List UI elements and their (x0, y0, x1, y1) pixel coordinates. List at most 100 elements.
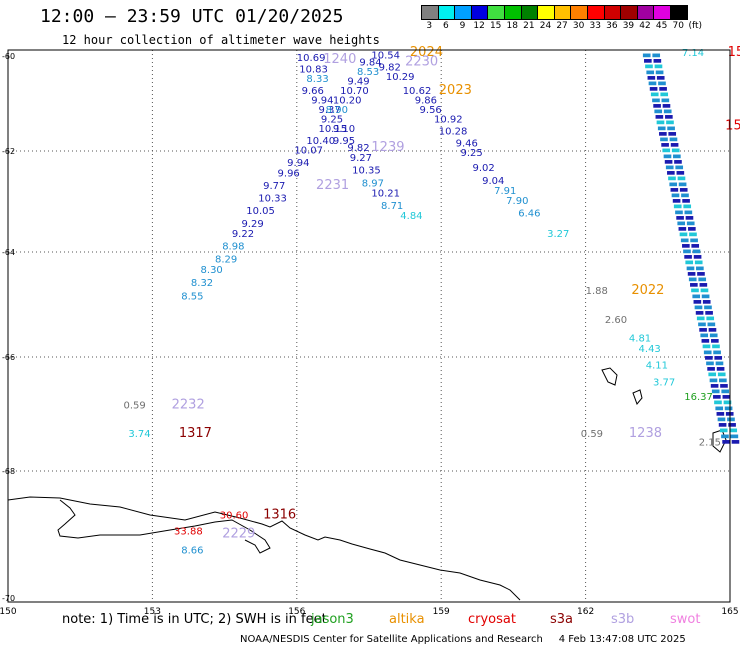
lat-tick-label: -66 (2, 353, 15, 362)
lat-tick-label: -64 (2, 248, 15, 257)
wave-height-label: 0.59 (581, 429, 603, 440)
wave-height-label: 9.94 (311, 96, 333, 107)
colorbar-label: 45 (655, 21, 668, 31)
dense-track-mark: ▬▬ (668, 179, 687, 190)
colorbar-label: 70 (672, 21, 684, 31)
colorbar-label: 42 (639, 21, 651, 31)
lon-tick-label: 165 (721, 607, 738, 617)
lon-tick-label: 150 (0, 607, 17, 617)
wave-height-label: 3.27 (547, 229, 569, 240)
wave-height-label: 9.96 (278, 168, 300, 179)
colorbar-label: 9 (459, 21, 466, 31)
wave-height-label: 7.14 (682, 48, 704, 59)
track-id-label: 2231 (316, 178, 349, 193)
wave-height-label: 8.32 (191, 278, 213, 289)
wave-height-label: 4.11 (646, 360, 668, 371)
dense-track-mark: ▬▬ (644, 61, 663, 72)
dense-track-mark: ▬▬ (695, 308, 714, 319)
wave-height-label: 8.55 (181, 291, 203, 302)
wave-height-label: 10.05 (246, 206, 275, 217)
dense-track-mark: ▬▬ (705, 358, 724, 369)
wave-height-label: 9.84 (359, 58, 381, 69)
track-id-label: 1535 (728, 45, 740, 60)
dense-track-mark: ▬▬ (652, 100, 671, 111)
wave-height-label: 9.27 (350, 153, 372, 164)
wave-height-label: 9.25 (321, 115, 343, 126)
dense-track-mark: ▬▬ (700, 330, 719, 341)
legend-item-jason3: jason3 (311, 612, 354, 627)
wave-height-label: 8.53 (357, 67, 379, 78)
colorbar-labels: 3 6 9 12 15 18 21 24 27 30 33 36 39 42 45 70 (ft) (421, 21, 702, 31)
wave-height-label: 3.77 (653, 378, 675, 389)
dense-track-mark: ▬▬ (674, 207, 693, 218)
dense-track-mark: ▬▬ (672, 196, 691, 207)
wave-height-label: 2.60 (605, 315, 627, 326)
coastline (7, 367, 727, 601)
dense-track-mark: ▬▬ (689, 280, 708, 291)
wave-height-label: 4.43 (639, 344, 661, 355)
wave-height-label: 9.95 (333, 136, 355, 147)
axis-ticks: 150 153 156 159 162 165 -60 -62 -64 -66 -68 -70 (0, 52, 739, 617)
dense-track-mark: ▬▬ (693, 296, 712, 307)
island-outline (632, 389, 643, 405)
dense-track: ▬▬▬▬▬▬▬▬▬▬▬▬▬▬▬▬▬▬▬▬▬▬▬▬▬▬▬▬▬▬▬▬▬▬▬▬▬▬▬▬… (642, 50, 740, 447)
dense-track-mark: ▬▬ (719, 425, 738, 436)
dense-track-mark: ▬▬ (710, 380, 729, 391)
dense-track-mark: ▬▬ (690, 285, 709, 296)
wave-height-label: 10.29 (386, 72, 415, 83)
wave-height-label: 33.88 (174, 527, 203, 538)
wave-height-label: 9.49 (347, 77, 369, 88)
wave-labels: 10.6910.838.339.669.949.379.2510.1510.40… (124, 45, 740, 557)
wave-height-label: 9.82 (379, 62, 401, 73)
legend-item-cryosat: cryosat (468, 612, 516, 627)
colorbar-unit: (ft) (688, 21, 703, 31)
dense-track-mark: ▬▬ (711, 386, 730, 397)
dense-track-mark: ▬▬ (694, 302, 713, 313)
grid-lines (8, 50, 730, 602)
colorbar-label: 36 (606, 21, 618, 31)
dense-track-mark: ▬▬ (643, 56, 662, 67)
wave-height-label: 9.86 (415, 96, 437, 107)
colorbar-label: 12 (473, 21, 485, 31)
wave-height-label: 10.83 (299, 65, 328, 76)
wave-height-label: 9.94 (287, 158, 309, 169)
dense-track-mark: ▬▬ (681, 240, 700, 251)
dense-track-mark: ▬▬ (697, 319, 716, 330)
wave-height-label: 10.21 (371, 188, 400, 199)
colorbar-label: 33 (589, 21, 601, 31)
track-id-label: 2022 (631, 283, 664, 298)
dense-track-mark: ▬▬ (666, 168, 685, 179)
dense-track-mark: ▬▬ (655, 112, 674, 123)
wave-height-label: 10.92 (434, 115, 463, 126)
dense-track-mark: ▬▬ (648, 78, 667, 89)
track-id-label: 1239 (371, 140, 404, 155)
legend-item-altika: altika (389, 612, 425, 627)
wave-height-label: 8.90 (326, 105, 348, 116)
wave-height-label: 4.84 (400, 211, 422, 222)
dense-track-mark: ▬▬ (713, 397, 732, 408)
colorbar-label: 24 (539, 21, 552, 31)
dense-track-mark: ▬▬ (721, 436, 740, 447)
map-title: 12:00 — 23:59 UTC 01/20/2025 (40, 6, 344, 27)
wave-height-label: 9.46 (456, 138, 478, 149)
dense-track-mark: ▬▬ (702, 341, 721, 352)
wave-height-label: 4.81 (629, 333, 651, 344)
wave-height-label: 3.74 (128, 429, 150, 440)
wave-height-label: 10.15 (318, 124, 347, 135)
dense-track-mark: ▬▬ (656, 117, 675, 128)
wave-height-label: 10.69 (297, 53, 326, 64)
dense-track-mark: ▬▬ (717, 414, 736, 425)
wave-height-label: 10.54 (371, 50, 400, 61)
dense-track-mark: ▬▬ (718, 420, 737, 431)
colorbar-label: 15 (489, 21, 502, 31)
dense-track-mark: ▬▬ (662, 145, 681, 156)
map-frame (7, 49, 731, 603)
wave-height-label: 8.33 (306, 74, 328, 85)
dense-track-mark: ▬▬ (647, 72, 666, 83)
wave-height-label: 8.98 (222, 241, 244, 252)
dense-track-mark: ▬▬ (677, 218, 696, 229)
dense-track-mark: ▬▬ (680, 235, 699, 246)
colorbar-label: 6 (443, 21, 449, 31)
dense-track-mark: ▬▬ (649, 84, 668, 95)
